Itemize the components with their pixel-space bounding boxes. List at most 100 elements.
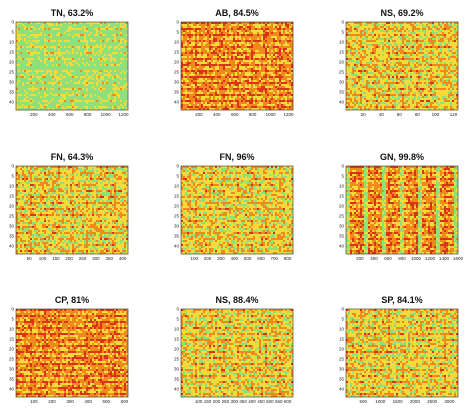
heatmap-cell <box>257 36 260 39</box>
heatmap-cell <box>28 38 31 41</box>
heatmap-cell <box>28 22 31 25</box>
heatmap-cell <box>78 56 81 59</box>
heatmap-cell <box>255 38 258 41</box>
heatmap-cell <box>54 26 57 29</box>
heatmap-cell <box>70 66 73 69</box>
heatmap-cell <box>48 42 51 45</box>
heatmap-cell <box>94 94 97 97</box>
heatmap-cell <box>289 100 292 103</box>
heatmap-cell <box>231 102 234 105</box>
heatmap-cell <box>197 74 200 77</box>
heatmap-cell <box>185 58 188 61</box>
heatmap-cell <box>78 82 81 85</box>
heatmap-cell <box>241 88 244 91</box>
heatmap-cell <box>187 60 190 63</box>
heatmap-cell <box>269 24 272 27</box>
heatmap-cell <box>102 68 105 71</box>
heatmap-cell <box>102 36 105 39</box>
heatmap-cell <box>289 90 292 93</box>
heatmap-cell <box>245 52 248 55</box>
heatmap-cell <box>209 74 212 77</box>
heatmap-cell <box>181 102 184 105</box>
heatmap-cell <box>82 68 85 71</box>
heatmap-cell <box>112 48 115 51</box>
heatmap-cell <box>233 64 236 67</box>
heatmap-cell <box>211 32 214 35</box>
heatmap-cell <box>287 26 290 29</box>
heatmap-cell <box>38 46 41 49</box>
heatmap-cell <box>94 40 97 43</box>
heatmap-cell <box>215 48 218 51</box>
x-tick-label: 1000 <box>101 112 112 117</box>
heatmap-cell <box>193 50 196 53</box>
heatmap-cell <box>277 108 280 111</box>
heatmap-cell <box>88 94 91 97</box>
heatmap-cell <box>193 74 196 77</box>
heatmap-cell <box>88 104 91 107</box>
heatmap-cell <box>30 36 33 39</box>
heatmap-cell <box>112 26 115 29</box>
heatmap-cell <box>291 88 294 91</box>
heatmap-cell <box>281 68 284 71</box>
heatmap-cell <box>98 52 101 55</box>
heatmap-cell <box>62 58 65 61</box>
heatmap-cell <box>24 66 27 69</box>
heatmap-cell <box>88 98 91 101</box>
heatmap-cell <box>281 44 284 47</box>
heatmap-cell <box>62 30 65 33</box>
heatmap-cell <box>229 44 232 47</box>
heatmap-cell <box>271 64 274 67</box>
heatmap-cell <box>110 50 113 53</box>
heatmap-cell <box>281 66 284 69</box>
heatmap-cell <box>235 86 238 89</box>
heatmap-cell <box>78 70 81 73</box>
heatmap-cell <box>195 62 198 65</box>
heatmap-cell <box>114 92 117 95</box>
heatmap-cell <box>96 70 99 73</box>
heatmap-cell <box>22 72 25 75</box>
heatmap-cell <box>217 30 220 33</box>
heatmap-cell <box>30 90 33 93</box>
heatmap-cell <box>114 50 117 53</box>
heatmap-cell <box>191 32 194 35</box>
heatmap-cell <box>275 34 278 37</box>
heatmap-cell <box>229 74 232 77</box>
heatmap-cell <box>279 56 282 59</box>
heatmap-cell <box>86 60 89 63</box>
heatmap-cell <box>114 96 117 99</box>
heatmap-cell <box>223 74 226 77</box>
heatmap-cell <box>219 58 222 61</box>
heatmap-cell <box>223 104 226 107</box>
heatmap-cell <box>189 108 192 111</box>
heatmap-cell <box>239 68 242 71</box>
heatmap-cell <box>183 104 186 107</box>
heatmap-cell <box>122 46 125 49</box>
heatmap-cell <box>74 68 77 71</box>
heatmap-cell <box>267 26 270 29</box>
heatmap-cell <box>275 62 278 65</box>
heatmap-cell <box>20 92 23 95</box>
heatmap-cell <box>34 80 37 83</box>
heatmap-cell <box>233 36 236 39</box>
heatmap-cell <box>112 30 115 33</box>
heatmap-cell <box>52 72 55 75</box>
heatmap-cell <box>245 82 248 85</box>
heatmap-cell <box>126 40 129 43</box>
heatmap-cell <box>88 32 91 35</box>
heatmap-cell <box>231 90 234 93</box>
heatmap-cell <box>36 66 39 69</box>
heatmap-cell <box>56 68 59 71</box>
heatmap-cell <box>36 72 39 75</box>
heatmap-cell <box>239 46 242 49</box>
heatmap-cell <box>211 106 214 109</box>
heatmap-cell <box>209 102 212 105</box>
heatmap-cell <box>197 108 200 111</box>
heatmap-cell <box>263 68 266 71</box>
heatmap-cell <box>80 60 83 63</box>
heatmap-cell <box>118 38 121 41</box>
heatmap-cell <box>287 32 290 35</box>
heatmap-cell <box>209 82 212 85</box>
heatmap-cell <box>255 88 258 91</box>
heatmap-cell <box>221 90 224 93</box>
heatmap-cell <box>68 86 71 89</box>
